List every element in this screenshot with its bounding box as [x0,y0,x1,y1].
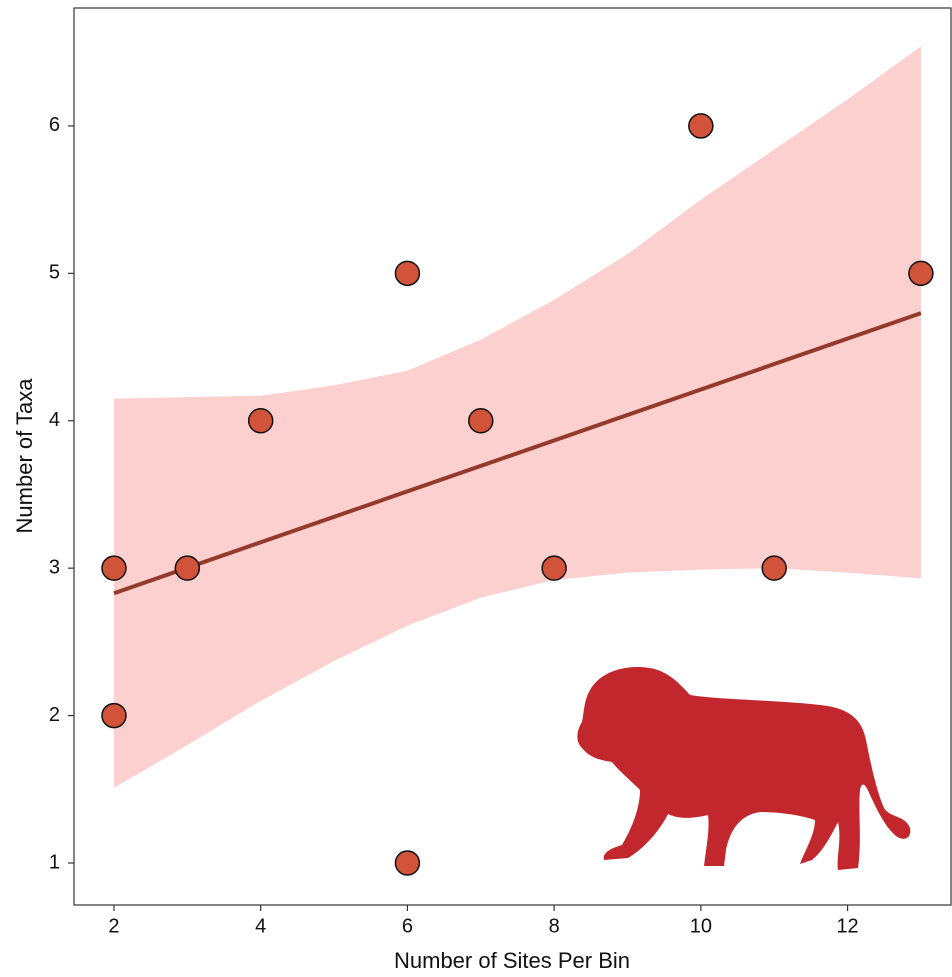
chart: Number of Sites Per Bin Number of Taxa 2… [0,0,952,977]
point [542,556,566,580]
y-tick-label: 4 [49,409,60,431]
x-tick-label: 12 [836,915,858,937]
point [689,114,713,138]
y-tick-label: 2 [49,704,60,726]
x-tick-label: 8 [549,915,560,937]
x-tick-label: 6 [402,915,413,937]
point [469,409,493,433]
point [762,556,786,580]
point [102,704,126,728]
y-tick-label: 5 [49,262,60,284]
point [249,409,273,433]
x-tick-label: 2 [108,915,119,937]
y-axis-title: Number of Taxa [12,378,37,534]
x-axis-title: Number of Sites Per Bin [394,948,630,973]
point [102,556,126,580]
y-tick-label: 3 [49,556,60,578]
y-tick-label: 1 [49,851,60,873]
point [395,851,419,875]
x-tick-label: 10 [690,915,712,937]
y-tick-label: 6 [49,114,60,136]
point [909,261,933,285]
confidence-band [114,46,921,787]
point [175,556,199,580]
lion-silhouette [577,667,910,870]
point [395,261,419,285]
x-tick-label: 4 [255,915,266,937]
